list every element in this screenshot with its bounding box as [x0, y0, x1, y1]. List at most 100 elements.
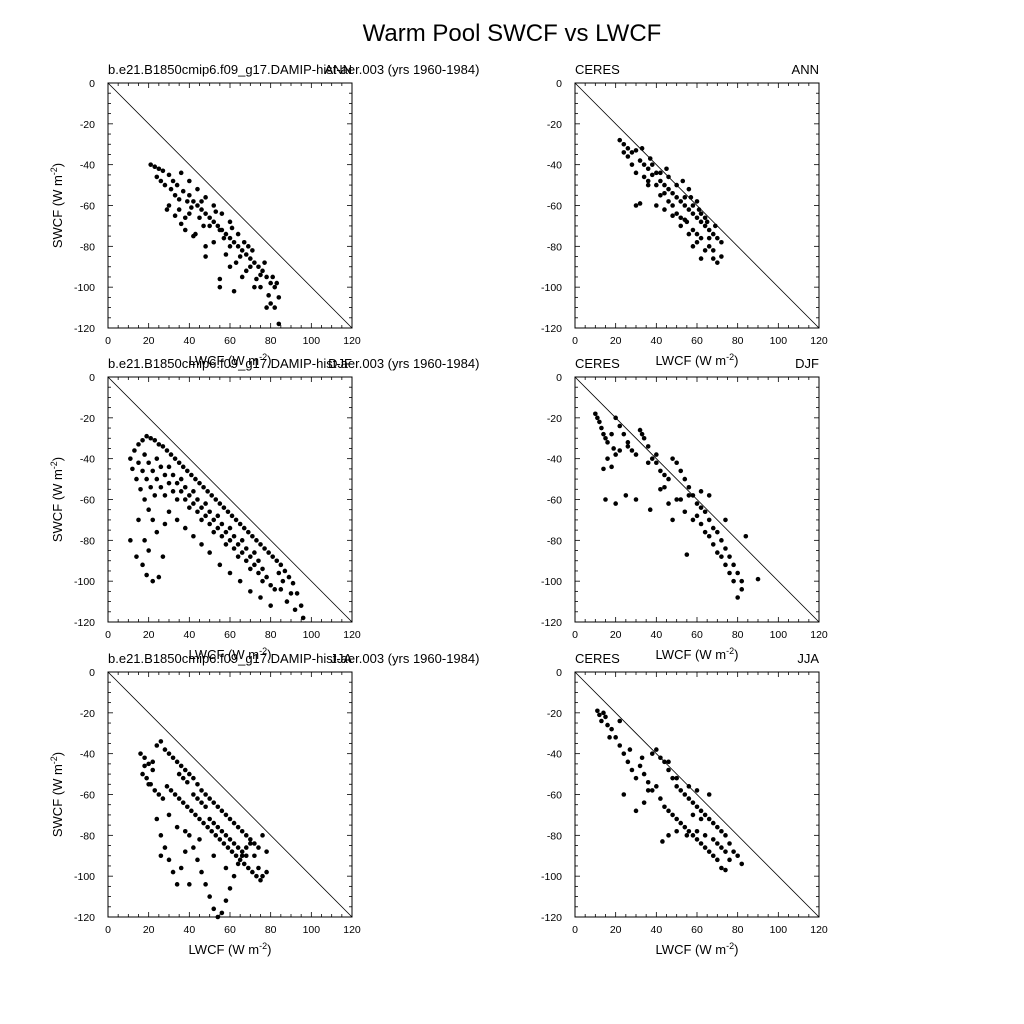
- reference-line: [574, 82, 820, 329]
- scatter-point: [264, 305, 269, 310]
- scatter-point: [625, 444, 631, 449]
- scatter-point: [686, 186, 692, 192]
- scatter-point: [682, 824, 688, 830]
- scatter-point: [270, 274, 276, 280]
- scatter-point: [217, 227, 223, 233]
- scatter-point: [156, 166, 162, 172]
- scatter-point: [654, 460, 659, 466]
- scatter-point: [203, 211, 208, 216]
- y-tick-label: -40: [547, 454, 562, 466]
- scatter-point: [682, 792, 688, 797]
- scatter-point: [629, 448, 635, 453]
- panel-right-label: ANN: [792, 62, 819, 77]
- scatter-point: [702, 812, 708, 818]
- scatter-point: [178, 476, 184, 482]
- scatter-point: [674, 460, 679, 466]
- scatter-point: [237, 521, 243, 527]
- scatter-point: [621, 150, 627, 155]
- scatter-point: [593, 411, 598, 417]
- scatter-point: [723, 517, 728, 523]
- scatter-point: [227, 538, 233, 543]
- scatter-point: [649, 751, 655, 756]
- scatter-point: [613, 501, 618, 506]
- scatter-point: [182, 828, 188, 834]
- x-tick-label: 40: [183, 924, 195, 936]
- scatter-point: [128, 456, 133, 461]
- scatter-point: [162, 521, 168, 527]
- x-tick-label: 0: [105, 629, 111, 641]
- scatter-point: [197, 837, 202, 842]
- scatter-point: [207, 796, 212, 801]
- scatter-point: [189, 205, 194, 210]
- scatter-point: [274, 558, 280, 564]
- scatter-point: [162, 182, 168, 188]
- scatter-point: [207, 509, 212, 515]
- scatter-point: [664, 166, 669, 172]
- y-tick-label: 0: [556, 667, 562, 679]
- scatter-points: [593, 411, 761, 600]
- y-tick-label: -100: [541, 576, 562, 588]
- scatter-point: [174, 480, 180, 486]
- scatter-point: [213, 209, 219, 214]
- scatter-point: [219, 211, 225, 216]
- scatter-point: [233, 853, 239, 859]
- scatter-point: [235, 244, 241, 249]
- scatter-point: [205, 824, 210, 830]
- y-tick-label: -20: [80, 119, 95, 131]
- y-tick-label: 0: [89, 78, 95, 90]
- scatter-point: [235, 861, 241, 867]
- scatter-point: [694, 837, 700, 842]
- y-axis-label: SWCF (W m-2): [49, 457, 65, 542]
- panel-left-label: CERES: [575, 356, 620, 371]
- scatter-point: [658, 796, 663, 801]
- scatter-point: [625, 759, 631, 765]
- scatter-point: [227, 837, 233, 842]
- scatter-point: [201, 820, 206, 826]
- scatter-point: [221, 505, 227, 510]
- scatter-point: [674, 775, 679, 781]
- x-tick-label: 40: [650, 924, 662, 936]
- scatter-point: [180, 775, 186, 781]
- scatter-point: [162, 747, 168, 752]
- scatter-point: [152, 493, 158, 498]
- scatter-point: [252, 284, 257, 290]
- scatter-point: [187, 882, 192, 887]
- scatter-point: [248, 841, 253, 846]
- scatter-point: [694, 828, 700, 834]
- scatter-point: [710, 853, 716, 859]
- scatter-point: [682, 509, 688, 515]
- y-tick-label: -20: [80, 708, 95, 720]
- scatter-point: [727, 857, 732, 863]
- y-tick-label: -60: [547, 201, 562, 213]
- scatter-point: [203, 195, 208, 200]
- scatter-point: [625, 440, 631, 445]
- scatter-point: [292, 607, 298, 613]
- scatter-point: [227, 235, 233, 241]
- scatter-point: [176, 796, 182, 801]
- scatter-point: [225, 845, 231, 850]
- scatter-point: [203, 254, 208, 259]
- y-tick-label: -80: [80, 241, 95, 253]
- scatter-panel-ann-model: 0 20 40 60 80 100 120 0 -20 -40 -60 -80 -100 -120 b.e2…: [49, 62, 479, 368]
- scatter-point: [193, 812, 198, 818]
- scatter-point: [213, 497, 219, 502]
- scatter-point: [182, 484, 188, 490]
- x-tick-label: 40: [183, 335, 195, 347]
- scatter-point: [223, 231, 229, 237]
- y-tick-label: -80: [80, 830, 95, 842]
- scatter-point: [172, 192, 178, 198]
- y-tick-label: -60: [80, 495, 95, 507]
- scatter-point: [710, 231, 716, 237]
- x-tick-label: 0: [105, 335, 111, 347]
- x-axis-label: LWCF (W m-2): [189, 646, 272, 662]
- scatter-point: [211, 517, 217, 523]
- x-tick-label: 0: [572, 335, 578, 347]
- scatter-point: [148, 435, 153, 441]
- scatter-point: [684, 219, 690, 225]
- x-tick-label: 60: [691, 629, 703, 641]
- scatter-point: [670, 203, 675, 208]
- scatter-point: [621, 792, 627, 797]
- scatter-point: [195, 203, 200, 208]
- scatter-point: [662, 484, 667, 490]
- scatter-point: [158, 464, 164, 470]
